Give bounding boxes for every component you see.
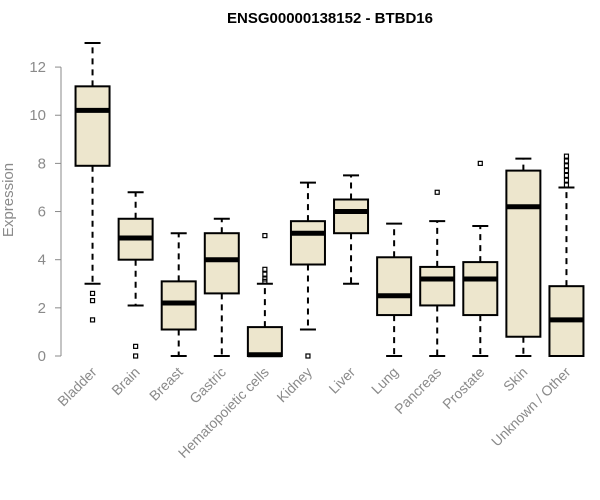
outlier-point — [563, 182, 570, 188]
x-tick-label: Brain — [108, 364, 142, 398]
box-bladder — [74, 42, 111, 323]
x-tick-label: Gastric — [186, 364, 229, 407]
outlier-point — [133, 353, 139, 359]
outlier-point — [262, 233, 268, 239]
outlier-point — [262, 266, 268, 272]
outlier-point — [563, 177, 570, 183]
x-tick-label: Pancreas — [391, 364, 444, 417]
iqr-box — [462, 261, 499, 317]
outlier-point — [563, 168, 570, 174]
x-tick-label: Kidney — [273, 364, 315, 406]
box-brain — [117, 191, 154, 359]
x-tick-label: Prostate — [439, 364, 487, 412]
outlier-point — [262, 278, 268, 284]
outlier-point — [133, 343, 139, 349]
chart-title: ENSG00000138152 - BTBD16 — [227, 10, 433, 27]
y-tick-label: 10 — [29, 107, 46, 124]
outlier-point — [262, 271, 268, 277]
iqr-box — [74, 85, 111, 167]
y-axis: 0 2 4 6 8 10 12 — [29, 59, 62, 365]
x-tick-label: Unknown / Other — [488, 364, 574, 450]
y-tick-label: 6 — [38, 204, 46, 221]
iqr-box — [203, 232, 240, 295]
box-liver — [333, 174, 370, 285]
outlier-point — [563, 158, 570, 164]
box-skin — [505, 157, 542, 357]
y-tick-label: 0 — [38, 348, 46, 365]
box-hematopoietic-cells — [246, 233, 283, 358]
outlier-point — [89, 290, 96, 296]
outlier-point — [305, 353, 311, 359]
outlier-point — [434, 189, 440, 195]
box-gastric — [203, 217, 240, 357]
box-unknown-other — [548, 153, 585, 357]
outlier-point — [563, 153, 570, 159]
box-breast — [160, 232, 197, 357]
iqr-box — [289, 220, 326, 266]
iqr-box — [333, 198, 370, 235]
x-tick-label: Breast — [146, 364, 186, 404]
y-tick-label: 8 — [38, 155, 46, 172]
box-pancreas — [419, 189, 456, 357]
iqr-box — [246, 326, 283, 358]
outlier-point — [477, 160, 483, 166]
x-tick-label: Liver — [325, 364, 358, 397]
box-series — [74, 42, 585, 359]
box-kidney — [289, 181, 326, 359]
x-tick-label: Bladder — [54, 364, 100, 410]
outlier-point — [563, 172, 570, 179]
y-tick-label: 12 — [29, 59, 46, 76]
iqr-box — [419, 265, 456, 307]
box-lung — [376, 222, 413, 357]
box-prostate — [462, 160, 499, 357]
iqr-box — [505, 169, 542, 338]
outlier-point — [89, 298, 96, 304]
outlier-point — [563, 163, 570, 169]
x-tick-label: Lung — [368, 364, 401, 397]
y-axis-label: Expression — [0, 163, 17, 237]
iqr-box — [376, 256, 413, 317]
y-tick-label: 4 — [38, 252, 46, 269]
x-tick-label: Skin — [500, 364, 531, 395]
y-tick-label: 2 — [38, 300, 46, 317]
outlier-point — [89, 317, 96, 323]
